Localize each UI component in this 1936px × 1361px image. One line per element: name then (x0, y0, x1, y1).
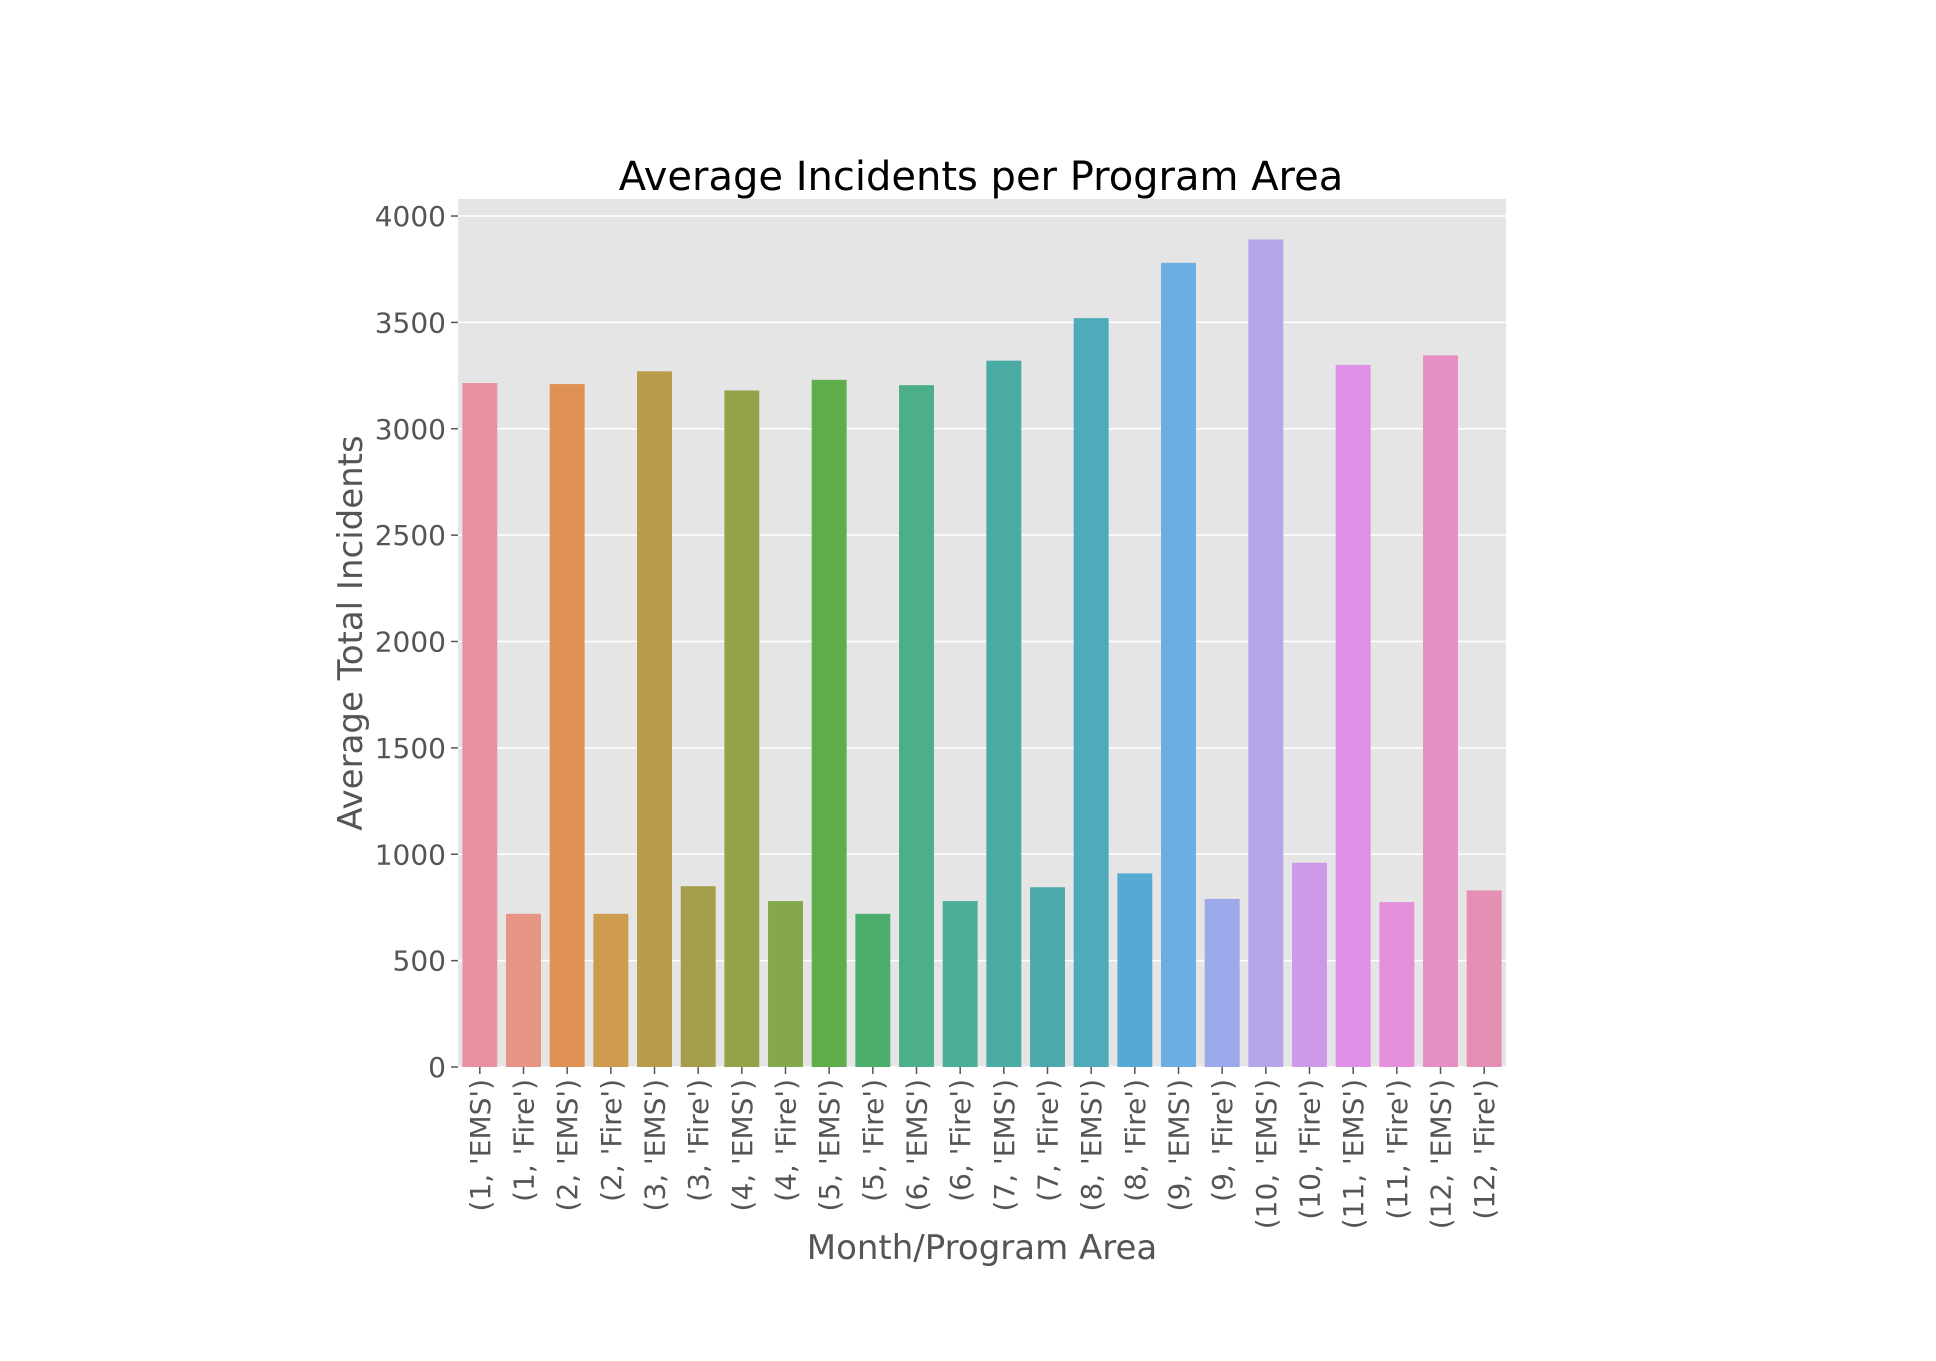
x-axis-title: Month/Program Area (807, 1228, 1158, 1268)
x-tick-label: (8, 'Fire') (1119, 1079, 1152, 1202)
x-tick-label: (10, 'Fire') (1294, 1079, 1327, 1220)
y-tick-label: 2000 (375, 626, 446, 659)
x-tick-label: (10, 'EMS') (1250, 1079, 1283, 1229)
x-tick-label: (8, 'EMS') (1075, 1079, 1108, 1211)
bar (549, 384, 585, 1067)
x-tick-label: (3, 'EMS') (639, 1079, 672, 1211)
x-tick-label: (2, 'Fire') (595, 1079, 628, 1202)
plot-area-background (458, 199, 1506, 1067)
x-tick-label: (6, 'Fire') (944, 1079, 977, 1202)
y-axis-ticks: 0 500 1000 1500 2000 2500 3000 3500 4000 (375, 200, 458, 1084)
x-tick-label: (3, 'Fire') (682, 1079, 715, 1202)
x-tick-label: (1, 'Fire') (508, 1079, 541, 1202)
x-tick-label: (12, 'Fire') (1468, 1079, 1501, 1220)
x-tick-label: (11, 'EMS') (1337, 1079, 1370, 1229)
bar (1379, 902, 1415, 1067)
x-tick-label: (12, 'EMS') (1425, 1079, 1458, 1229)
bar (811, 379, 847, 1067)
bar (855, 913, 891, 1067)
x-tick-label: (1, 'EMS') (464, 1079, 497, 1211)
bar (680, 886, 716, 1067)
bar (462, 383, 498, 1067)
bar (593, 913, 629, 1067)
bar (1423, 355, 1458, 1067)
y-tick-label: 2500 (375, 519, 446, 552)
gridlines (458, 215, 1506, 1068)
bar (942, 901, 978, 1067)
y-tick-label: 3500 (375, 306, 446, 339)
bar (724, 390, 760, 1067)
x-tick-label: (7, 'Fire') (1032, 1079, 1065, 1202)
x-tick-label: (2, 'EMS') (551, 1079, 584, 1211)
bar (506, 913, 541, 1067)
x-tick-label: (11, 'Fire') (1381, 1079, 1414, 1220)
bar (1204, 898, 1240, 1067)
x-tick-label: (4, 'EMS') (726, 1079, 759, 1211)
x-tick-label: (9, 'EMS') (1163, 1079, 1196, 1211)
y-tick-label: 0 (428, 1051, 446, 1084)
bar (1248, 239, 1284, 1067)
bar (1117, 873, 1153, 1067)
bar (899, 385, 934, 1067)
y-tick-label: 1500 (375, 732, 446, 765)
y-tick-label: 500 (393, 945, 446, 978)
x-tick-label: (5, 'EMS') (813, 1079, 846, 1211)
y-axis-title: Average Total Incidents (331, 435, 371, 830)
bar (1292, 862, 1327, 1067)
x-tick-label: (4, 'Fire') (770, 1079, 803, 1202)
bar (1161, 262, 1196, 1068)
x-tick-label: (9, 'Fire') (1206, 1079, 1239, 1202)
bar (768, 901, 803, 1067)
bar (637, 371, 672, 1068)
bar (1466, 890, 1502, 1067)
bar (1073, 318, 1109, 1067)
y-tick-label: 4000 (375, 200, 446, 233)
bar (986, 360, 1022, 1067)
bar (1030, 887, 1065, 1067)
x-tick-label: (5, 'Fire') (857, 1079, 890, 1202)
x-tick-label: (7, 'EMS') (988, 1079, 1021, 1211)
y-tick-label: 1000 (375, 838, 446, 871)
chart-title: Average Incidents per Program Area (619, 154, 1344, 200)
y-tick-label: 3000 (375, 413, 446, 446)
bars (462, 239, 1502, 1068)
x-tick-label: (6, 'EMS') (901, 1079, 934, 1211)
bar (1335, 364, 1371, 1067)
x-axis-ticks: (1, 'EMS') (1, 'Fire') (2, 'EMS') (2, 'Fire… (464, 1067, 1501, 1229)
